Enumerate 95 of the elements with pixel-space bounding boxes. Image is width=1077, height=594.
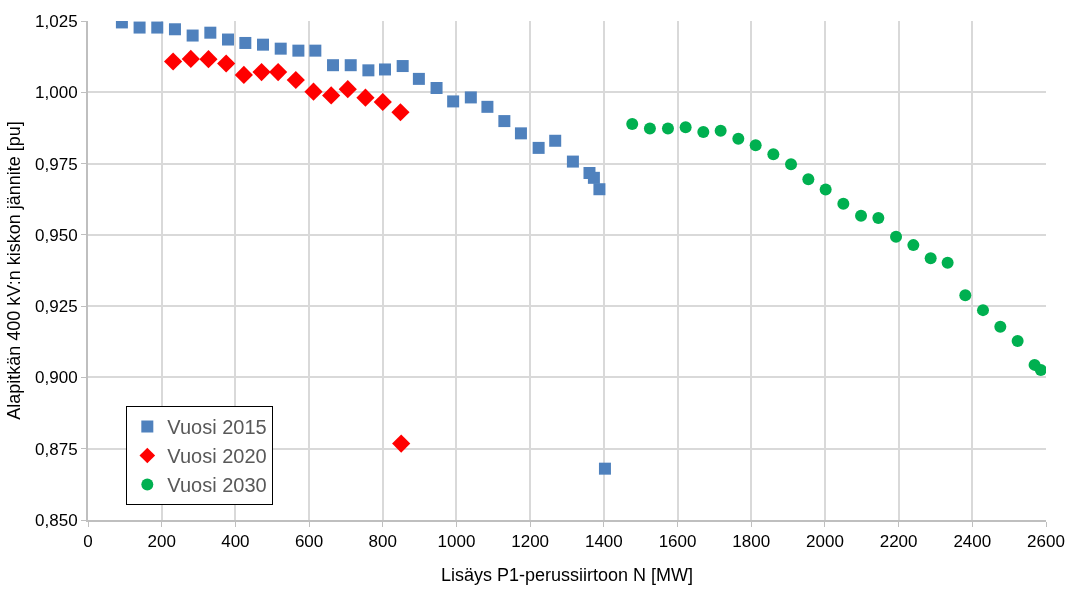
point <box>514 127 527 140</box>
point <box>890 230 903 243</box>
y-tick-label: 1,000 <box>35 83 78 103</box>
point <box>1011 334 1024 347</box>
x-tick-label: 1400 <box>584 532 623 552</box>
y-tick-label: 0,925 <box>35 297 78 317</box>
point <box>837 197 850 210</box>
y-tick-label: 0,900 <box>35 368 78 388</box>
point <box>587 171 600 184</box>
y-tick-label: 0,875 <box>35 439 78 459</box>
point <box>430 82 443 95</box>
point <box>292 44 305 57</box>
x-tick-label: 800 <box>368 532 397 552</box>
point <box>598 462 611 475</box>
point <box>199 50 218 69</box>
legend-label: Vuosi 2020 <box>167 445 267 468</box>
point <box>181 49 200 69</box>
point <box>327 59 340 72</box>
point <box>286 70 305 90</box>
point <box>1034 364 1046 376</box>
point <box>732 132 745 145</box>
point <box>626 117 639 130</box>
point <box>168 23 181 36</box>
point <box>855 209 868 222</box>
y-axis-title: Alapitkän 400 kV:n kiskon jännite [pu] <box>3 121 24 420</box>
point <box>222 33 235 46</box>
point <box>257 38 270 51</box>
point <box>322 86 341 105</box>
x-tick-label: 600 <box>294 532 324 552</box>
point <box>994 320 1007 333</box>
x-tick-label: 400 <box>221 532 250 552</box>
point <box>819 183 832 196</box>
point <box>977 304 989 317</box>
x-tick-label: 1800 <box>732 532 771 552</box>
point <box>802 173 815 186</box>
point <box>498 115 511 128</box>
point <box>907 239 920 252</box>
point <box>566 155 579 168</box>
point <box>661 122 674 135</box>
point <box>481 100 494 113</box>
point <box>593 183 606 196</box>
point <box>464 91 477 104</box>
point <box>959 289 972 302</box>
point <box>749 139 762 152</box>
point <box>204 26 217 39</box>
point <box>252 62 271 82</box>
point <box>239 36 252 49</box>
x-tick-label: 1000 <box>437 532 476 552</box>
point <box>133 21 146 34</box>
x-axis-title: Lisäys P1-perussiirtoon N [MW] <box>440 565 694 585</box>
y-tick-label: 0,850 <box>35 510 78 530</box>
point <box>186 29 199 42</box>
point <box>373 92 392 112</box>
point <box>269 62 288 82</box>
point <box>378 63 391 76</box>
point <box>356 88 375 107</box>
point <box>532 141 545 154</box>
point <box>217 54 236 73</box>
point <box>941 256 954 269</box>
point <box>412 72 425 85</box>
point <box>391 103 410 122</box>
x-tick-label: 200 <box>147 532 176 552</box>
point <box>392 434 411 453</box>
point <box>234 65 253 84</box>
point <box>151 21 164 34</box>
x-tick-label: 2400 <box>953 532 992 552</box>
y-tick-label: 1,025 <box>35 11 78 31</box>
point <box>785 158 798 171</box>
x-tick-label: 2600 <box>1027 532 1065 552</box>
point <box>362 64 375 77</box>
x-tick-label: 2000 <box>806 532 844 552</box>
y-tick-label: 0,950 <box>35 225 78 245</box>
point <box>549 134 562 147</box>
x-tick-label: 0 <box>83 532 93 552</box>
point <box>309 44 322 57</box>
point <box>338 80 357 99</box>
point <box>872 212 885 225</box>
point <box>304 82 323 101</box>
point <box>924 252 937 265</box>
y-tick-label: 0,975 <box>35 154 78 174</box>
point <box>164 52 183 71</box>
x-tick-label: 1600 <box>658 532 697 552</box>
point <box>767 148 780 161</box>
point <box>697 125 710 138</box>
x-tick-label: 1200 <box>511 532 550 552</box>
x-tick-label: 2200 <box>879 532 918 552</box>
point <box>714 124 727 137</box>
legend-label: Vuosi 2015 <box>167 416 267 439</box>
point <box>447 95 460 108</box>
point <box>274 42 287 55</box>
legend-label: Vuosi 2030 <box>167 474 267 497</box>
point <box>396 60 409 73</box>
point <box>643 122 656 135</box>
point <box>344 59 357 72</box>
point <box>679 121 692 134</box>
